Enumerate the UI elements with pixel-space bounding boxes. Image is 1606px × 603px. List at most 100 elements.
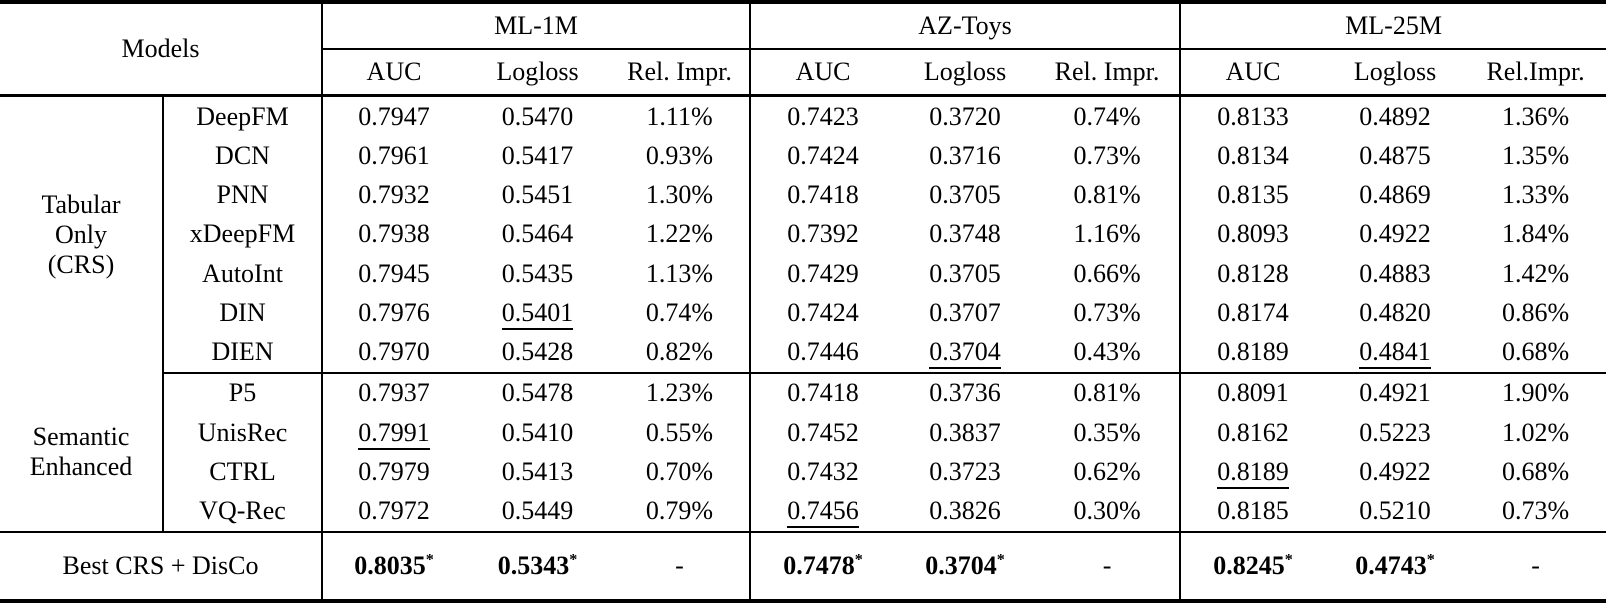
metric-value: 0.5478 bbox=[501, 378, 574, 408]
metric-value: 1.35% bbox=[1501, 140, 1570, 170]
metric-value: 0.5464 bbox=[501, 219, 574, 249]
metric-value: 1.33% bbox=[1501, 180, 1570, 210]
best-baseline-value: 0.3704 bbox=[929, 337, 1001, 370]
metric-value: 0.8189 bbox=[1179, 332, 1326, 374]
header-row-metrics: AUC Logloss Rel. Impr. AUC Logloss Rel. … bbox=[0, 49, 1606, 97]
best-baseline-value: 0.7456 bbox=[787, 496, 859, 529]
best-baseline-value: 0.4841 bbox=[1359, 337, 1431, 370]
metric-value: 0.5401 bbox=[465, 293, 610, 332]
table-footer: Best CRS + DisCo 0.8035* 0.5343* -0.7478* 0.… bbox=[0, 531, 1606, 601]
metric-value: 0.43% bbox=[1035, 332, 1181, 374]
metric-value: 0.7432 bbox=[749, 452, 896, 492]
metric-value: 1.30% bbox=[645, 180, 714, 210]
metric-value: 0.35% bbox=[1073, 417, 1141, 447]
metric-value: 0.7392 bbox=[749, 214, 896, 255]
metric-value: 0.8189 bbox=[1179, 452, 1326, 492]
metric-header-auc: AUC bbox=[321, 49, 465, 97]
metric-value: 0.8185 bbox=[1179, 491, 1326, 532]
metric-value: 0.73% bbox=[1073, 140, 1141, 170]
metric-header-logloss: Logloss bbox=[1325, 49, 1466, 97]
metric-value: 1.23% bbox=[645, 378, 714, 408]
table-body: Tabular Only (CRS) DeepFM 0.7947 0.5470 1.11% 0… bbox=[0, 95, 1606, 532]
table-row: VQ-Rec 0.7972 0.5449 0.79% 0.7456 0.3826 0.30%… bbox=[0, 491, 1606, 532]
metric-value: 0.7961 bbox=[321, 136, 465, 176]
metric-value: 0.62% bbox=[1073, 456, 1141, 486]
metric-value: 0.8134 bbox=[1179, 136, 1326, 176]
metric-value: 0.5223 bbox=[1359, 417, 1431, 447]
metric-value: 0.82% bbox=[610, 332, 751, 374]
group-label: Semantic Enhanced bbox=[29, 421, 133, 481]
metric-value: 0.8162 bbox=[1179, 413, 1326, 453]
metric-value: 0.7446 bbox=[749, 332, 896, 374]
metric-value: 0.3705 bbox=[929, 258, 1001, 288]
dataset-header-ml-1m: ML-1M bbox=[320, 2, 751, 50]
metric-value: 0.74% bbox=[1073, 101, 1141, 131]
metric-value: 0.3736 bbox=[929, 378, 1001, 408]
footer-result-value: 0.4743* bbox=[1325, 531, 1466, 601]
table-row: UnisRec 0.7991 0.5410 0.55% 0.7452 0.3837 0.35… bbox=[0, 413, 1606, 453]
significance-star: * bbox=[1426, 551, 1435, 569]
header-row-datasets: Models ML-1M AZ-Toys ML-25M bbox=[0, 2, 1606, 97]
footer-result-value: 0.8035* bbox=[321, 531, 465, 601]
footer-result-value: 0.3704* bbox=[895, 531, 1036, 601]
metric-value: 0.7424 bbox=[749, 136, 896, 176]
metric-value: 0.5451 bbox=[501, 180, 574, 210]
metric-value: 0.7418 bbox=[749, 372, 896, 414]
metric-value: 0.7424 bbox=[749, 293, 896, 333]
metric-value: 0.7937 bbox=[321, 372, 465, 414]
footer-dash: - bbox=[1035, 531, 1181, 601]
group-label: Tabular Only (CRS) bbox=[41, 189, 121, 279]
footer-label: Best CRS + DisCo bbox=[0, 531, 322, 601]
metric-value: 0.7972 bbox=[321, 491, 465, 532]
metric-value: 0.7991 bbox=[321, 413, 465, 453]
metric-value: 0.68% bbox=[1465, 332, 1606, 374]
metric-header-logloss: Logloss bbox=[895, 49, 1036, 97]
model-name: xDeepFM bbox=[162, 214, 322, 255]
significance-star: * bbox=[854, 551, 863, 569]
metric-value: 0.3826 bbox=[929, 496, 1001, 526]
best-baseline-value: 0.8189 bbox=[1217, 456, 1289, 489]
metric-value: 0.81% bbox=[1073, 180, 1141, 210]
table-row: AutoInt 0.7945 0.5435 1.13% 0.7429 0.3705 0.66… bbox=[0, 254, 1606, 294]
metric-header-logloss: Logloss bbox=[465, 49, 610, 97]
metric-value: 0.7976 bbox=[321, 293, 465, 333]
metric-value: 1.22% bbox=[645, 219, 714, 249]
significance-star: * bbox=[996, 551, 1005, 569]
metric-value: 1.11% bbox=[646, 101, 713, 131]
footer-dash: - bbox=[610, 531, 751, 601]
metric-value: 0.8091 bbox=[1179, 372, 1326, 414]
significance-star: * bbox=[1284, 551, 1293, 569]
metric-value: 0.4841 bbox=[1325, 332, 1466, 374]
model-name: P5 bbox=[162, 372, 322, 414]
metric-value: 1.36% bbox=[1501, 101, 1570, 131]
model-name: CTRL bbox=[162, 452, 322, 492]
metric-value: 0.4921 bbox=[1359, 378, 1431, 408]
metric-value: 0.3723 bbox=[929, 456, 1001, 486]
dataset-header-ml-25m: ML-25M bbox=[1179, 2, 1606, 50]
metric-value: 0.5449 bbox=[501, 496, 574, 526]
table-row: PNN 0.7932 0.5451 1.30% 0.7418 0.3705 0.81% 0.8… bbox=[0, 175, 1606, 215]
footer-dash: - bbox=[1465, 531, 1606, 601]
metric-value: 0.5435 bbox=[501, 258, 574, 288]
model-name: VQ-Rec bbox=[162, 491, 322, 532]
metric-value: 1.90% bbox=[1501, 378, 1570, 408]
table-row: DIEN 0.7970 0.5428 0.82% 0.7446 0.3704 0.43% 0.… bbox=[0, 332, 1606, 374]
metric-value: 1.02% bbox=[1501, 417, 1570, 447]
table-row: Tabular Only (CRS) DeepFM 0.7947 0.5470 1.11% 0… bbox=[0, 95, 1606, 279]
metric-value: 0.7423 bbox=[749, 95, 896, 137]
metric-value: 0.8093 bbox=[1179, 214, 1326, 255]
table-header: Models ML-1M AZ-Toys ML-25M AUC Logloss … bbox=[0, 2, 1606, 97]
metric-value: 0.7452 bbox=[749, 413, 896, 453]
metric-value: 0.7938 bbox=[321, 214, 465, 255]
metric-value: 0.73% bbox=[1073, 297, 1141, 327]
metric-value: 0.68% bbox=[1501, 456, 1570, 486]
table-row: xDeepFM 0.7938 0.5464 1.22% 0.7392 0.3748 1.16… bbox=[0, 214, 1606, 255]
metric-value: 0.30% bbox=[1073, 496, 1141, 526]
significance-star: * bbox=[425, 551, 434, 569]
metric-value: 0.8128 bbox=[1179, 254, 1326, 294]
metric-value: 0.8135 bbox=[1179, 175, 1326, 215]
metric-value: 0.4869 bbox=[1359, 180, 1431, 210]
metric-value: 0.55% bbox=[645, 417, 714, 447]
footer-result-value: 0.8245* bbox=[1179, 531, 1326, 601]
